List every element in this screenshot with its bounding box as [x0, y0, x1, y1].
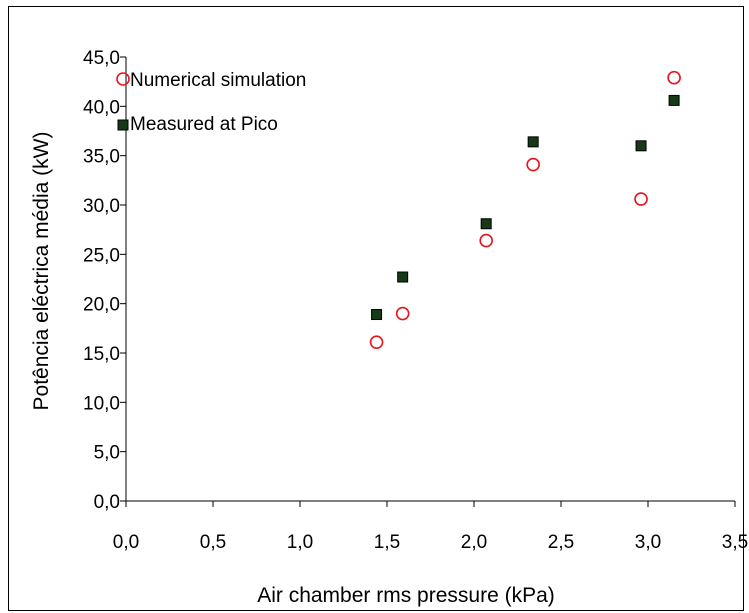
point-measured-at-pico: [668, 94, 680, 106]
point-measured-at-pico: [480, 218, 492, 230]
legend-item-measured-at-pico: Measured at Pico: [117, 114, 278, 135]
y-tick-label: 45,0: [83, 48, 120, 69]
x-axis-title: Air chamber rms pressure (kPa): [257, 584, 555, 607]
point-numerical-simulation: [634, 192, 648, 206]
axes: [125, 57, 735, 502]
legend-marker-circle: [116, 72, 130, 86]
y-tick-label: 15,0: [83, 344, 120, 365]
x-tick-label: 0,0: [113, 532, 139, 553]
y-ticks: 0,0 5,0 10,0 15,0 20,0 25,0 30,0 35,0 40,0 45,0: [83, 48, 126, 513]
point-measured-at-pico: [371, 309, 383, 321]
point-numerical-simulation: [667, 70, 681, 85]
point-measured-at-pico: [527, 136, 539, 148]
point-measured-at-pico: [397, 271, 409, 283]
point-measured-at-pico: [635, 140, 647, 152]
y-tick-label: 20,0: [83, 295, 120, 316]
y-tick-label: 35,0: [83, 147, 120, 168]
x-tick-label: 3,5: [722, 532, 748, 553]
data-points: [369, 70, 681, 349]
y-tick-label: 30,0: [83, 196, 120, 217]
y-tick-label: 5,0: [94, 443, 120, 464]
point-numerical-simulation: [369, 335, 384, 349]
legend-label-numerical-simulation: Numerical simulation: [130, 70, 306, 91]
x-tick-label: 1,0: [287, 532, 313, 553]
point-numerical-simulation: [395, 306, 410, 321]
legend-item-numerical-simulation: Numerical simulation: [116, 70, 306, 91]
chart-frame: [8, 6, 744, 611]
x-ticks: 0,0 0,5 1,0 1,5 2,0 2,5 3,0 3,5: [113, 501, 748, 553]
legend-marker-square: [117, 119, 129, 131]
y-tick-label: 0,0: [94, 492, 120, 513]
x-tick-label: 3,0: [635, 532, 661, 553]
x-tick-label: 2,0: [461, 532, 487, 553]
x-tick-label: 0,5: [200, 532, 226, 553]
x-tick-label: 1,5: [374, 532, 400, 553]
legend-label-measured-at-pico: Measured at Pico: [130, 114, 278, 135]
y-axis-title: Potência eléctrica média (kW): [30, 132, 53, 411]
point-numerical-simulation: [479, 233, 493, 248]
point-numerical-simulation: [526, 157, 540, 172]
y-tick-label: 25,0: [83, 245, 120, 266]
y-tick-label: 10,0: [83, 393, 120, 414]
x-tick-label: 2,5: [548, 532, 574, 553]
y-tick-label: 40,0: [83, 97, 120, 118]
legend: Numerical simulation Measured at Pico: [116, 70, 306, 135]
